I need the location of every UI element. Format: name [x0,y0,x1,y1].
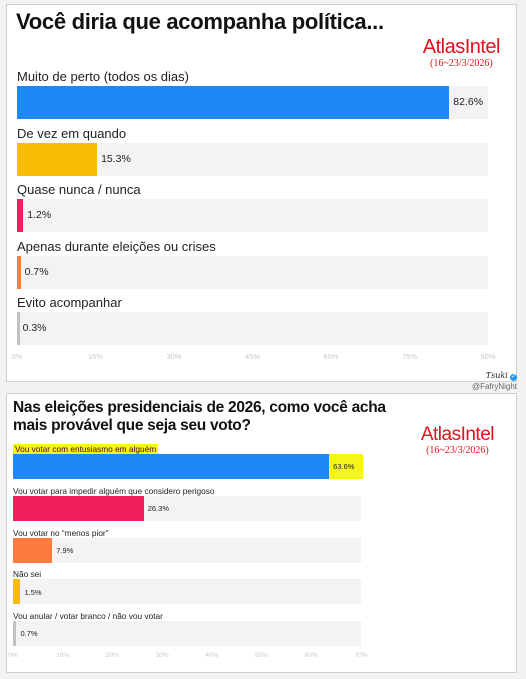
x-axis: 0% 10% 20% 30% 40% 50% 60% 70% [8,652,367,664]
chart-panel-vote-intention: Nas eleições presidenciais de 2026, como… [6,393,517,673]
x-tick-label: 70% [354,652,368,659]
x-tick-label: 0% [11,352,23,361]
bar [13,579,21,605]
chart-title: Você diria que acompanha política... [16,9,384,34]
bar [17,142,98,176]
bar [13,537,53,563]
bar-value-label: 0.7% [20,629,38,639]
bar-track [17,199,488,232]
bar-category-label: Vou votar no “menos pior” [13,527,109,538]
bar [17,86,450,119]
bar-track [17,142,488,176]
bar [17,255,21,289]
bar-value-label: 1.2% [27,209,52,222]
bar-value-label: 26.3% [147,503,170,513]
x-tick-label: 30% [166,352,182,361]
x-tick-label: 45% [244,352,261,361]
x-tick-label: 0% [8,652,18,659]
bar-value-label: 7.9% [56,545,74,555]
brand-name: AtlasIntel [420,424,495,445]
bar-track [13,495,361,521]
bar-track [13,537,361,563]
chart-panel-follow-politics: Você diria que acompanha política... Atl… [6,4,517,382]
bar-value-label: 63.6% [333,462,355,472]
bar-value-label: 82.6% [453,96,484,109]
bar-value-label: 0.7% [24,265,49,278]
x-tick-label: 20% [105,652,119,659]
bar-value-label: 0.3% [22,322,47,335]
bar-track [17,312,488,345]
x-tick-label: 60% [323,352,339,361]
bar-value-label: 15.3% [101,152,131,165]
bar-value-label: 1.5% [24,587,42,597]
author-handle: @FafryNight [471,382,517,391]
bar [17,312,20,345]
bar-category-label: Quase nunca / nunca [17,182,141,197]
bar-track [17,86,488,119]
verified-badge-icon: ✓ [510,374,517,381]
bar [13,454,330,479]
bar [13,495,144,521]
bar-category-label: Apenas durante eleições ou crises [17,238,216,254]
bar-track [17,255,488,289]
bar [17,199,24,232]
bar-track [13,621,361,647]
atlasintel-brand: AtlasIntel (16~23/3/2026) [420,424,495,456]
chart-title: Nas eleições presidenciais de 2026, como… [13,399,386,434]
bar [13,621,17,647]
bar-category-label: Vou votar para impedir alguém que consid… [13,485,215,496]
bar-category-label: De vez em quando [17,125,127,141]
brand-name: AtlasIntel [422,36,501,58]
bar-category-label: Não sei [13,569,42,580]
bar-category-label: Vou anular / votar branco / não vou vota… [13,611,163,622]
author-signature: Ƭѕuki [485,371,508,380]
atlasintel-brand: AtlasIntel (16~23/3/2026) [422,36,501,69]
author-credit: Ƭѕuki ✓ @FafryNight [472,370,517,392]
survey-date: (16~23/3/2026) [426,445,489,456]
value-highlight [329,454,363,479]
x-tick-label: 90% [480,352,496,361]
x-tick-label: 15% [87,352,104,361]
x-tick-label: 60% [304,652,318,659]
bar-track [13,454,361,479]
x-tick-label: 30% [155,652,169,659]
bar-track [13,579,361,605]
x-tick-label: 10% [56,652,70,659]
x-tick-label: 40% [205,652,219,659]
bar-category-label: Vou votar com entusiasmo em alguém [13,444,159,454]
x-axis: 0% 15% 30% 45% 60% 75% 90% [12,352,496,364]
bar-category-label: Evito acompanhar [17,295,122,310]
bar-category-label: Muito de perto (todos os dias) [17,69,189,84]
x-tick-label: 50% [255,652,269,659]
x-tick-label: 75% [401,352,418,361]
survey-date: (16~23/3/2026) [430,58,493,69]
